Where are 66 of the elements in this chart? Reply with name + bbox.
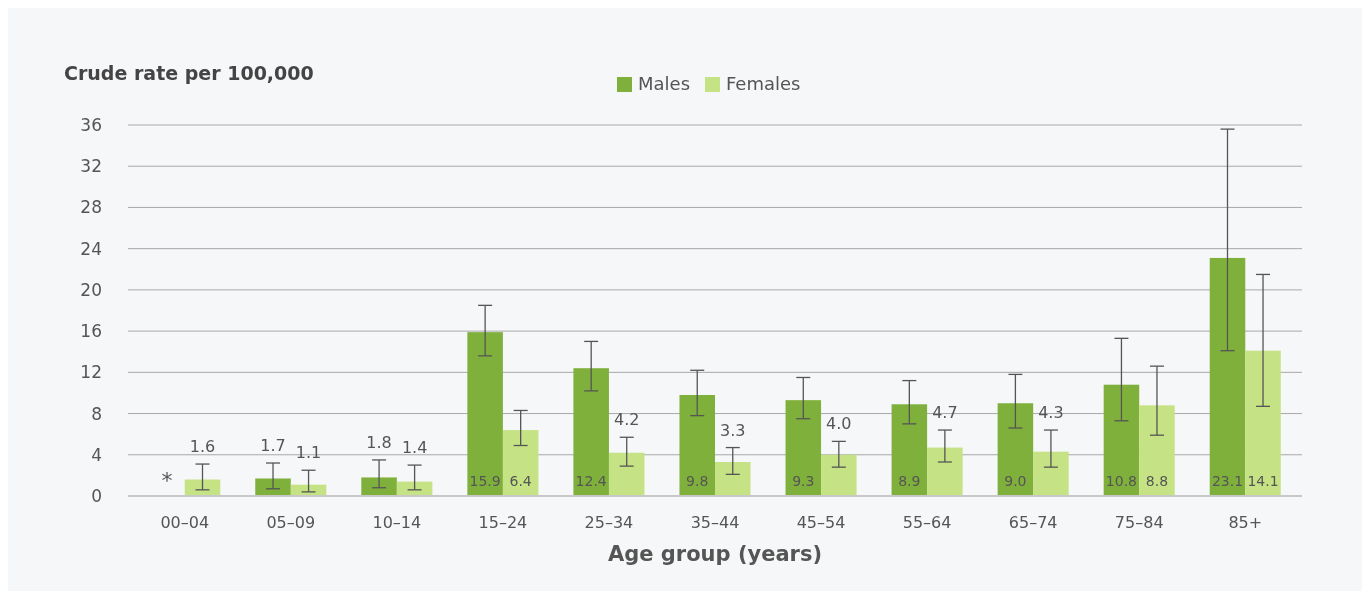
data-label: 12.4 bbox=[575, 473, 607, 489]
bar bbox=[184, 479, 221, 496]
data-label: 10.8 bbox=[1105, 473, 1138, 489]
bar bbox=[891, 404, 928, 496]
y-tick-label: 28 bbox=[80, 197, 102, 218]
data-label: 9.0 bbox=[1004, 473, 1027, 489]
data-label: 1.4 bbox=[401, 438, 428, 458]
bar bbox=[1209, 257, 1246, 496]
data-label: 4.2 bbox=[613, 410, 640, 430]
data-label: 9.3 bbox=[792, 473, 815, 489]
data-label: 8.8 bbox=[1145, 473, 1169, 489]
y-tick-label: 16 bbox=[80, 321, 102, 342]
x-tick-label: 35–44 bbox=[690, 513, 740, 532]
x-tick-label: 00–04 bbox=[160, 513, 210, 532]
y-tick-label: 20 bbox=[80, 279, 102, 300]
bar bbox=[1139, 405, 1175, 496]
data-label: 3.3 bbox=[720, 420, 746, 440]
bar bbox=[361, 477, 397, 496]
x-axis-title: Age group (years) bbox=[607, 542, 823, 566]
legend-label: Males bbox=[638, 73, 691, 94]
bar bbox=[1103, 384, 1140, 496]
y-tick-label: 4 bbox=[91, 444, 102, 465]
data-label: 15.9 bbox=[469, 473, 501, 489]
bar bbox=[997, 403, 1034, 496]
x-tick-label: 55–64 bbox=[902, 513, 952, 532]
bar bbox=[573, 368, 609, 496]
x-tick-label: 85+ bbox=[1228, 513, 1263, 532]
y-tick-label: 32 bbox=[80, 156, 102, 177]
text: * bbox=[161, 468, 173, 493]
y-tick-label: 12 bbox=[80, 362, 102, 383]
data-label: 1.8 bbox=[366, 432, 392, 452]
bar bbox=[467, 332, 503, 496]
bar bbox=[608, 452, 645, 496]
bar bbox=[927, 447, 963, 496]
x-tick-label: 65–74 bbox=[1008, 513, 1058, 532]
data-label: 4.3 bbox=[1038, 403, 1064, 423]
bar bbox=[679, 395, 715, 496]
data-label: 23.1 bbox=[1211, 473, 1244, 489]
bar bbox=[821, 454, 857, 496]
x-tick-label: 45–54 bbox=[796, 513, 846, 532]
data-label: 4.0 bbox=[826, 414, 852, 434]
data-label: 6.4 bbox=[509, 473, 532, 489]
bar bbox=[1245, 350, 1281, 496]
data-label: 9.8 bbox=[686, 473, 709, 489]
x-tick-label: 15–24 bbox=[478, 513, 528, 532]
bar bbox=[785, 400, 822, 496]
y-tick-label: 24 bbox=[80, 238, 102, 259]
data-label: 4.7 bbox=[932, 403, 958, 423]
data-label: 14.1 bbox=[1247, 473, 1279, 489]
data-label: 1.1 bbox=[295, 443, 322, 463]
y-axis-title: Crude rate per 100,000 bbox=[64, 62, 314, 84]
data-label: 8.9 bbox=[898, 473, 921, 489]
data-label: 1.6 bbox=[189, 437, 216, 457]
legend-label: Females bbox=[726, 73, 801, 94]
data-label: 1.7 bbox=[260, 436, 286, 456]
x-tick-label: 75–84 bbox=[1114, 513, 1164, 532]
y-tick-label: 0 bbox=[91, 485, 102, 506]
y-tick-label: 8 bbox=[91, 403, 102, 424]
bar bbox=[255, 478, 291, 496]
x-tick-label: 10–14 bbox=[372, 513, 422, 532]
bar bbox=[502, 430, 539, 496]
bar bbox=[715, 461, 751, 496]
x-tick-label: 05–09 bbox=[266, 513, 316, 532]
bar bbox=[1033, 451, 1069, 496]
y-tick-label: 36 bbox=[80, 114, 102, 135]
x-tick-label: 25–34 bbox=[584, 513, 634, 532]
